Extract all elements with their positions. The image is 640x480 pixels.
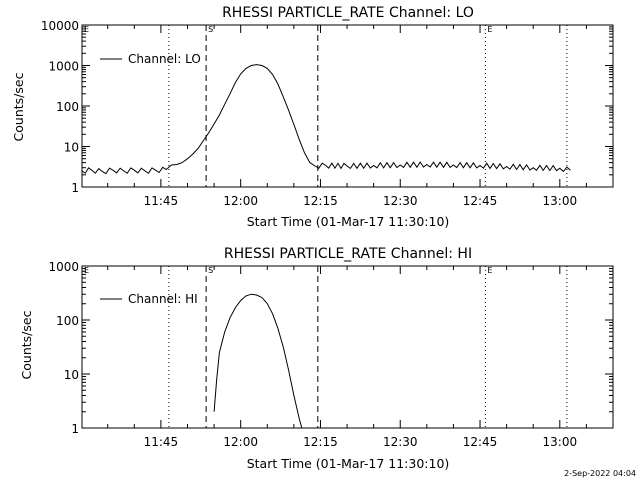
legend-label: Channel: HI — [128, 292, 198, 306]
marker-label: E — [487, 266, 492, 275]
y-tick-label: 10 — [64, 368, 79, 382]
series-line — [81, 64, 571, 175]
x-tick-label: 12:15 — [303, 194, 338, 208]
x-tick-label: 11:45 — [144, 435, 179, 449]
plot-lo: RHESSI PARTICLE_RATE Channel: LO Counts/… — [11, 5, 614, 229]
series-line — [213, 293, 303, 429]
marker-label: E — [84, 25, 89, 34]
x-tick-label: 13:00 — [543, 194, 578, 208]
plot-hi: RHESSI PARTICLE_RATE Channel: HI Counts/… — [19, 246, 614, 471]
y-tick-label: 1000 — [48, 260, 79, 274]
chart-title: RHESSI PARTICLE_RATE Channel: HI — [224, 246, 472, 262]
plot-frame — [81, 265, 614, 429]
marker-label: E — [84, 266, 89, 275]
y-tick-label: 1 — [71, 181, 79, 195]
x-axis-label: Start Time (01-Mar-17 11:30:10) — [247, 214, 450, 229]
y-tick-label: 100 — [56, 314, 79, 328]
y-tick-label: 1000 — [48, 60, 79, 74]
x-tick-label: 13:00 — [543, 435, 578, 449]
x-tick-label: 12:00 — [223, 435, 258, 449]
x-tick-label: 12:15 — [303, 435, 338, 449]
x-tick-label: 11:45 — [144, 194, 179, 208]
chart-title: RHESSI PARTICLE_RATE Channel: LO — [222, 5, 474, 21]
y-axis-label: Counts/sec — [19, 310, 34, 379]
y-tick-label: 1 — [71, 422, 79, 436]
x-tick-label: 12:45 — [463, 435, 498, 449]
y-tick-label: 100 — [56, 100, 79, 114]
x-axis-label: Start Time (01-Mar-17 11:30:10) — [247, 456, 450, 471]
marker-label: E — [487, 25, 492, 34]
y-tick-label: 10 — [64, 141, 79, 155]
marker-label: S — [208, 266, 213, 275]
x-tick-label: 12:00 — [223, 194, 258, 208]
y-tick-label: 10000 — [41, 19, 79, 33]
plot-frame — [81, 24, 614, 188]
footer-timestamp: 2-Sep-2022 04:04 — [564, 469, 636, 478]
x-tick-label: 12:45 — [463, 194, 498, 208]
legend-label: Channel: LO — [128, 52, 201, 66]
marker-label: S — [208, 25, 213, 34]
y-axis-label: Counts/sec — [11, 72, 26, 141]
x-tick-label: 12:30 — [383, 435, 418, 449]
x-tick-label: 12:30 — [383, 194, 418, 208]
